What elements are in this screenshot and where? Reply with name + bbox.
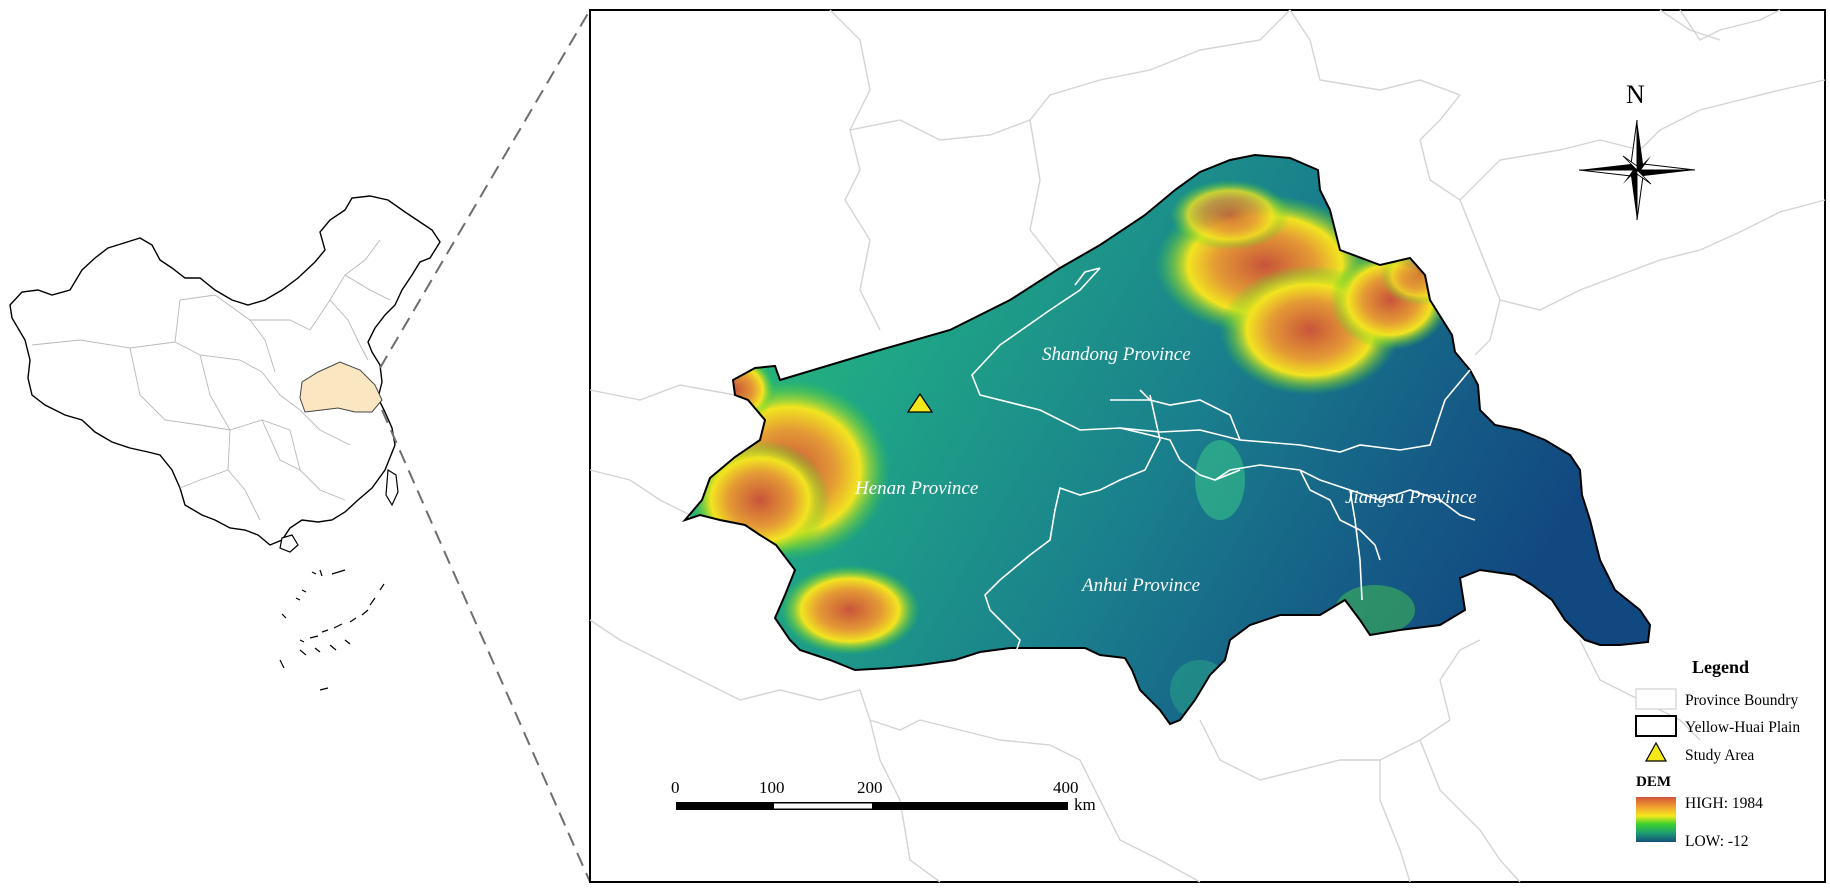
scale-unit: km	[1074, 795, 1096, 814]
legend: Legend Province Boundry Yellow-Huai Plai…	[1635, 657, 1800, 850]
legend-title: Legend	[1692, 657, 1749, 677]
internal-province-boundaries	[971, 267, 1476, 656]
background-province-boundaries	[589, 9, 1826, 883]
plain-outline	[681, 153, 1652, 726]
taiwan-island	[385, 468, 399, 507]
label-shandong: Shandong Province	[1042, 344, 1191, 365]
scale-tick-400: 400	[1053, 778, 1079, 797]
legend-study-area-icon	[1644, 741, 1668, 762]
label-anhui: Anhui Province	[1080, 575, 1200, 596]
legend-province-boundary-label: Province Boundry	[1685, 692, 1798, 709]
label-henan: Henan Province	[854, 478, 978, 499]
north-arrow-label: N	[1626, 80, 1645, 109]
legend-study-area-label: Study Area	[1685, 747, 1754, 764]
zoom-connector-lines	[379, 9, 591, 883]
study-area-marker	[906, 392, 934, 413]
scale-tick-0: 0	[671, 778, 680, 797]
legend-province-boundary-swatch	[1635, 688, 1677, 710]
legend-dem-low: LOW: -12	[1685, 833, 1749, 850]
legend-dem-color-ramp	[1636, 797, 1676, 842]
south-sea-islands	[279, 569, 385, 691]
scale-bar: 0 100 200 400 km	[671, 778, 1096, 814]
scale-tick-100: 100	[759, 778, 785, 797]
china-outline	[9, 195, 441, 546]
legend-plain-swatch	[1635, 715, 1677, 737]
legend-dem-title: DEM	[1636, 774, 1671, 790]
label-jiangsu: Jiangsu Province	[1345, 487, 1477, 508]
scale-tick-200: 200	[857, 778, 883, 797]
china-overview-map	[9, 195, 441, 691]
legend-dem-high: HIGH: 1984	[1685, 795, 1763, 812]
north-arrow-icon	[1578, 119, 1696, 221]
hainan-island	[279, 534, 299, 553]
highlighted-region	[299, 361, 383, 413]
legend-plain-label: Yellow-Huai Plain	[1685, 719, 1800, 736]
detail-map: Shandong Province Henan Province Jiangsu…	[589, 9, 1826, 883]
